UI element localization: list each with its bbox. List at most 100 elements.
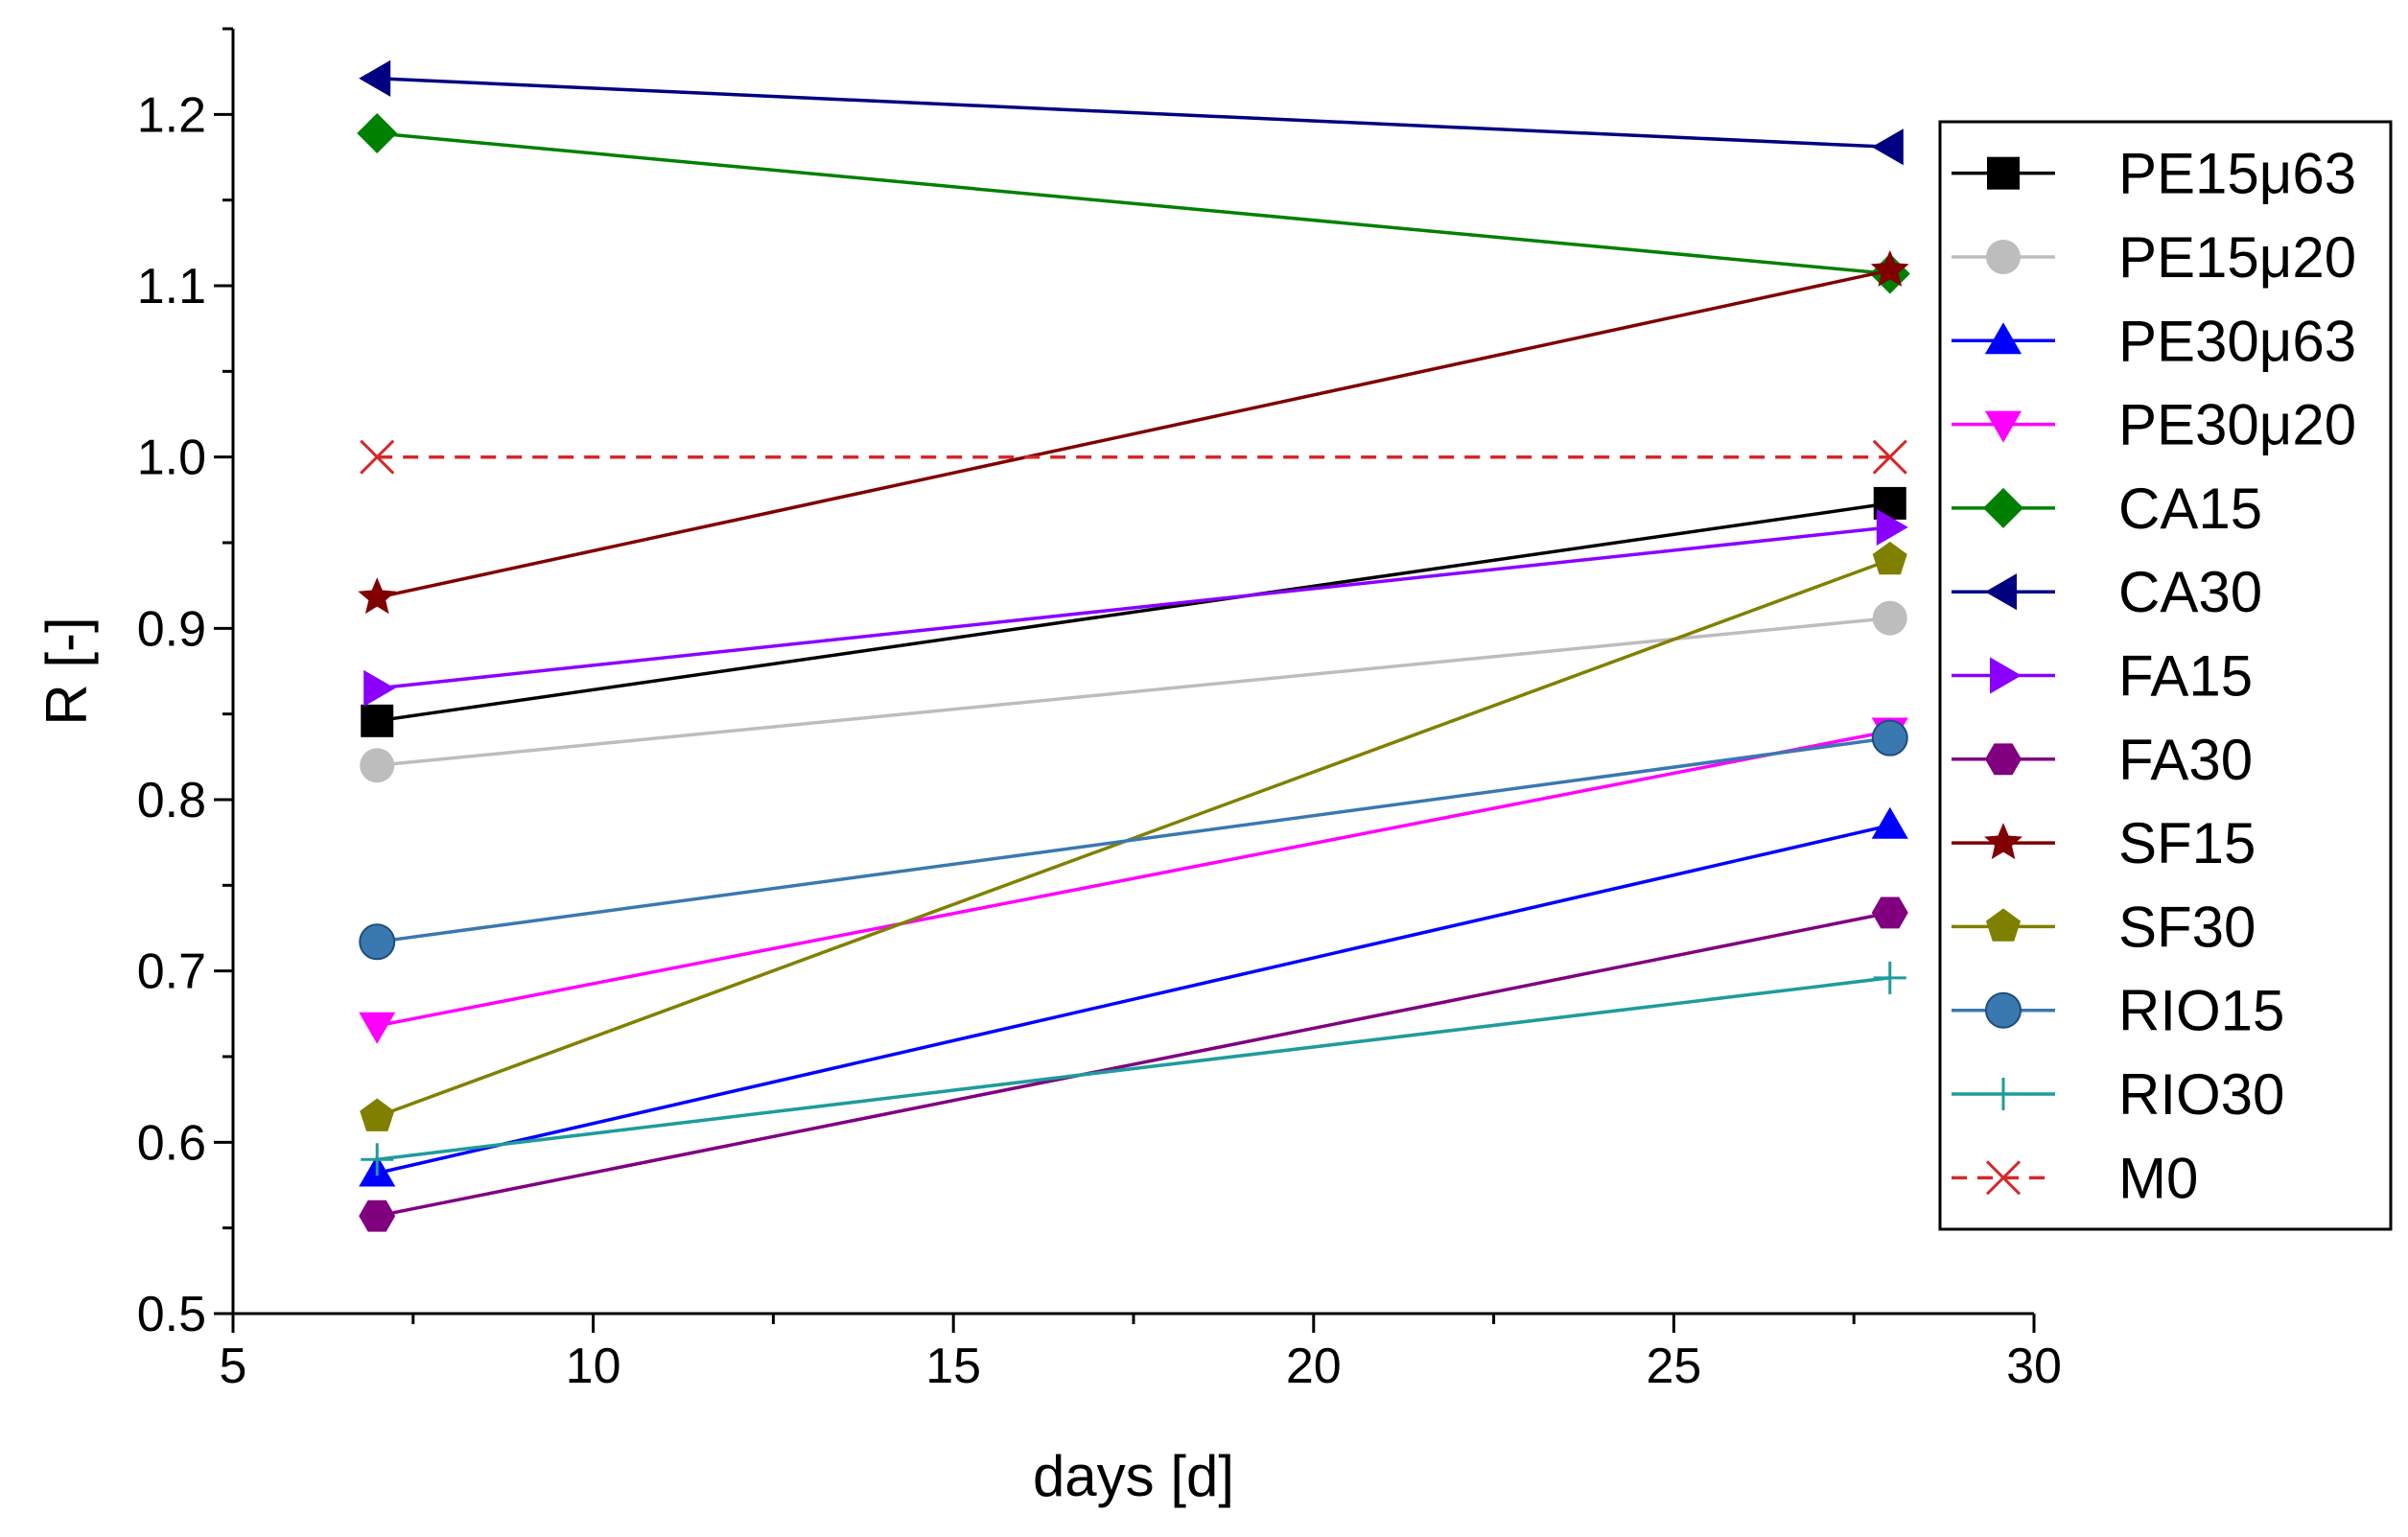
- series-SF15: [358, 249, 1909, 615]
- legend-item: PE15μ20: [1952, 225, 2356, 290]
- axes: 5 10 15 20 25 30 0.5 0.6 0.7 0.8 0.9 1.0 1.1 1.2 days …: [35, 27, 2062, 1508]
- legend-item: PE30μ20: [1952, 393, 2356, 457]
- legend-marker: [1985, 991, 2022, 1029]
- data-point: [359, 1199, 396, 1232]
- legend-label: CA15: [2118, 477, 2262, 541]
- series-RIO15: [359, 719, 1908, 961]
- data-point: [1876, 508, 1908, 546]
- series-line: [376, 558, 1891, 1119]
- legend-item: RIO30: [1952, 1062, 2284, 1127]
- legend-marker: [1987, 156, 2020, 190]
- legend-marker: [1986, 239, 2021, 274]
- y-tick-label: 1.1: [137, 259, 206, 314]
- y-tick-label: 0.7: [137, 944, 206, 1000]
- series-SF30: [360, 541, 1907, 1131]
- series-line: [377, 616, 1890, 768]
- legend-label: CA30: [2118, 560, 2262, 624]
- series-FA15: [363, 508, 1908, 707]
- legend-marker: [1985, 573, 2017, 611]
- legend-item: SF15: [1952, 811, 2256, 875]
- series-CA30: [359, 59, 1904, 166]
- legend-label: FA15: [2118, 644, 2253, 709]
- x-axis-title: days [d]: [1033, 1444, 1234, 1508]
- series-line: [376, 729, 1891, 1028]
- legend-item: FA30: [1952, 728, 2253, 792]
- data-point: [1872, 600, 1907, 636]
- y-tick-label: 0.6: [137, 1115, 206, 1171]
- series-line: [376, 268, 1891, 599]
- data-point: [361, 1143, 394, 1176]
- legend-label: PE15μ20: [2118, 225, 2356, 290]
- legend-label: SF30: [2118, 895, 2256, 959]
- series-line: [376, 824, 1891, 1176]
- legend-marker: [1984, 823, 2022, 860]
- series-CA15: [357, 113, 1910, 294]
- legend-label: PE15μ63: [2118, 142, 2356, 206]
- series-group: [357, 59, 1910, 1232]
- series-FA30: [359, 897, 1908, 1232]
- data-point: [1872, 541, 1907, 575]
- data-point: [359, 923, 396, 961]
- legend-item: SF30: [1952, 895, 2256, 959]
- legend-marker: [1984, 410, 2022, 443]
- data-point: [363, 669, 396, 707]
- data-point: [1871, 719, 1908, 757]
- data-point: [359, 1012, 396, 1044]
- legend-label: RIO30: [2118, 1062, 2284, 1127]
- x-tick-label: 10: [566, 1339, 621, 1394]
- legend-marker: [1990, 657, 2022, 694]
- legend-item: FA15: [1952, 644, 2253, 709]
- series-PE15μ63: [361, 486, 1906, 737]
- series-RIO30: [361, 961, 1906, 1176]
- data-point: [1873, 961, 1906, 994]
- legend-marker: [1985, 908, 2022, 942]
- series-line: [377, 77, 1890, 150]
- series-line: [377, 525, 1890, 690]
- y-tick-label: 1.0: [137, 431, 206, 486]
- legend: PE15μ63 PE15μ20 PE30μ63 PE30μ20 CA15 CA30 FA15…: [1938, 120, 2393, 1231]
- data-point: [360, 748, 395, 783]
- legend-item: RIO15: [1952, 979, 2284, 1043]
- legend-label: RIO15: [2118, 979, 2284, 1043]
- legend-label: PE30μ63: [2118, 309, 2356, 373]
- y-tick-label: 0.5: [137, 1287, 206, 1342]
- legend-marker: [1985, 1160, 2022, 1196]
- x-tick-label: 30: [2006, 1339, 2062, 1394]
- series-line: [376, 735, 1891, 944]
- x-tick-label: 20: [1286, 1339, 1342, 1394]
- legend-marker: [1983, 487, 2023, 528]
- y-tick-label: 0.8: [137, 773, 206, 828]
- series-line: [377, 131, 1890, 276]
- legend-marker: [1984, 322, 2022, 355]
- y-tick-label: 1.2: [137, 87, 206, 143]
- legend-item: CA30: [1952, 560, 2262, 624]
- legend-label: M0: [2118, 1146, 2198, 1210]
- legend-label: SF15: [2118, 811, 2256, 875]
- data-point: [360, 1098, 395, 1131]
- data-point: [1871, 806, 1908, 839]
- x-tick-label: 5: [220, 1339, 247, 1394]
- series-line: [376, 976, 1891, 1161]
- y-axis-title: R [-]: [35, 617, 99, 725]
- legend-marker: [1985, 743, 2022, 776]
- series-line: [376, 501, 1891, 723]
- x-tick-label: 25: [1646, 1339, 1701, 1394]
- legend-item: M0: [1952, 1146, 2198, 1210]
- legend-marker: [1987, 1078, 2020, 1111]
- y-tick-label: 0.9: [137, 601, 206, 657]
- legend-label: FA30: [2118, 728, 2253, 792]
- series-line: [376, 911, 1891, 1218]
- data-point: [361, 704, 394, 737]
- series-M0: [360, 439, 1907, 475]
- legend-item: PE30μ63: [1952, 309, 2356, 373]
- legend-item: PE15μ63: [1952, 142, 2356, 206]
- data-point: [357, 113, 398, 153]
- data-point: [1872, 439, 1907, 475]
- data-point: [358, 577, 397, 615]
- data-point: [1871, 897, 1908, 929]
- data-point: [359, 59, 391, 97]
- data-point: [1870, 249, 1909, 287]
- data-point: [360, 439, 395, 475]
